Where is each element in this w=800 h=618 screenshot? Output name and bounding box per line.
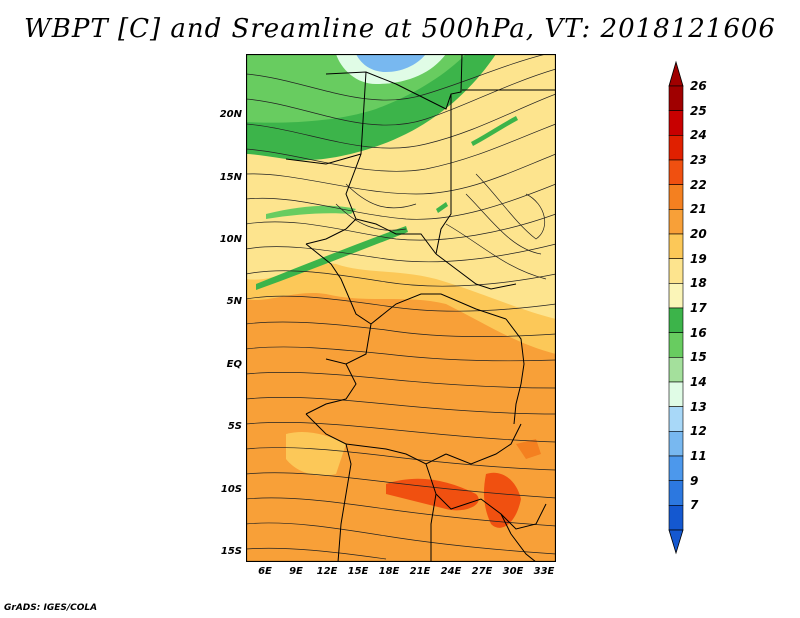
lat-label-5s: 5S bbox=[227, 421, 242, 432]
map-title: WBPT [C] and Sreamline at 500hPa, VT: 20… bbox=[24, 14, 776, 44]
colorbar-label: 14 bbox=[690, 375, 707, 389]
colorbar-cell bbox=[668, 159, 684, 185]
colorbar-bottom-arrow bbox=[668, 529, 684, 555]
lat-label-5n: 5N bbox=[226, 296, 242, 307]
colorbar-label: 20 bbox=[690, 227, 707, 241]
hot-patch-3 bbox=[516, 439, 541, 459]
colorbar-label: 17 bbox=[690, 301, 707, 315]
green-streak-4 bbox=[436, 202, 448, 213]
wbpt-streamline-map bbox=[246, 54, 556, 562]
colorbar-cell bbox=[668, 307, 684, 333]
colorbar-label: 24 bbox=[690, 128, 707, 143]
streamlines bbox=[246, 54, 556, 560]
colorbar-label: 13 bbox=[690, 399, 707, 414]
green-streak-2 bbox=[256, 226, 408, 290]
colorbar-label: 18 bbox=[690, 276, 707, 291]
lat-label-10n: 10N bbox=[219, 234, 242, 245]
colorbar-label: 23 bbox=[690, 153, 707, 167]
colorbar-top-arrow bbox=[668, 60, 684, 87]
colorbar-cell bbox=[668, 480, 684, 506]
colorbar-cell bbox=[668, 455, 684, 481]
colorbar-cell bbox=[668, 332, 684, 358]
colorbar-cell bbox=[668, 184, 684, 210]
colorbar-cell bbox=[668, 431, 684, 457]
colorbar-label: 21 bbox=[690, 202, 707, 217]
colorbar-cell bbox=[668, 135, 684, 161]
lat-label-20n: 20N bbox=[219, 109, 242, 120]
colorbar-cell bbox=[668, 381, 684, 407]
colorbar-cell bbox=[668, 85, 684, 111]
lat-label-eq: EQ bbox=[226, 359, 242, 370]
colorbar-label: 19 bbox=[690, 251, 707, 266]
hot-patch-1 bbox=[386, 478, 479, 511]
colorbar-label: 26 bbox=[690, 79, 707, 93]
colorbar-label: 25 bbox=[690, 103, 707, 118]
colorbar-cell bbox=[668, 110, 684, 136]
grads-credit: GrADS: IGES/COLA bbox=[4, 603, 98, 613]
colorbar-cell bbox=[668, 505, 684, 531]
colorbar-label: 12 bbox=[690, 424, 707, 439]
colorbar-cell bbox=[668, 357, 684, 383]
lon-label-18e: 18E bbox=[378, 566, 400, 577]
colorbar-label: 11 bbox=[690, 449, 707, 463]
lon-label-21e: 21E bbox=[409, 566, 431, 577]
lat-label-10s: 10S bbox=[220, 484, 242, 495]
lon-label-30e: 30E bbox=[502, 566, 524, 577]
colorbar-label: 9 bbox=[690, 473, 699, 488]
colorbar-label: 16 bbox=[690, 325, 707, 340]
lon-label-12e: 12E bbox=[316, 566, 338, 577]
lon-label-6e: 6E bbox=[258, 566, 272, 577]
green-streak-1 bbox=[266, 205, 356, 219]
country-borders bbox=[285, 54, 556, 562]
colorbar-label: 7 bbox=[690, 498, 699, 513]
map-frame bbox=[246, 54, 556, 562]
lon-label-15e: 15E bbox=[347, 566, 369, 577]
colorbar-cell bbox=[668, 209, 684, 235]
colorbar-label: 22 bbox=[690, 177, 707, 192]
pale-patch-south bbox=[286, 432, 346, 476]
lat-label-15n: 15N bbox=[219, 172, 242, 183]
colorbar-cell bbox=[668, 233, 684, 259]
lon-label-33e: 33E bbox=[533, 566, 555, 577]
colorbar-cell bbox=[668, 406, 684, 432]
hot-patch-2 bbox=[483, 472, 521, 528]
colorbar-cell bbox=[668, 283, 684, 309]
lon-label-9e: 9E bbox=[289, 566, 303, 577]
colorbar bbox=[668, 60, 684, 555]
green-streak-3 bbox=[471, 116, 518, 146]
lon-label-27e: 27E bbox=[471, 566, 493, 577]
colorbar-label: 15 bbox=[690, 350, 707, 365]
field-cold-top bbox=[356, 54, 426, 72]
lon-label-24e: 24E bbox=[440, 566, 462, 577]
lat-label-15s: 15S bbox=[220, 546, 242, 557]
colorbar-cell bbox=[668, 258, 684, 284]
